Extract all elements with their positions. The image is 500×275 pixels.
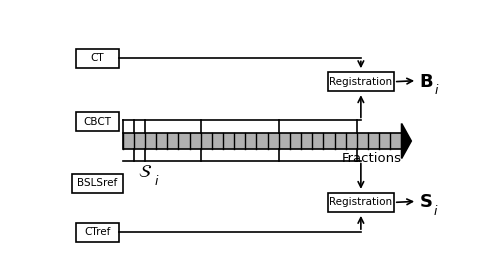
Bar: [328, 193, 394, 212]
Text: CTref: CTref: [84, 227, 110, 237]
Text: $\mathbf{B}$: $\mathbf{B}$: [419, 73, 434, 91]
Bar: [328, 72, 394, 91]
Text: Fractions: Fractions: [342, 153, 402, 166]
Bar: [122, 133, 402, 149]
Bar: [76, 222, 118, 241]
Text: BSLSref: BSLSref: [77, 178, 118, 188]
Text: Registration: Registration: [330, 197, 392, 207]
Text: $\mathbf{S}$: $\mathbf{S}$: [419, 193, 432, 211]
Text: Registration: Registration: [330, 77, 392, 87]
Text: $i$: $i$: [434, 83, 439, 97]
Text: $\mathcal{S}$: $\mathcal{S}$: [138, 163, 152, 181]
Polygon shape: [402, 123, 411, 158]
Text: CT: CT: [90, 53, 104, 64]
Bar: [72, 174, 122, 193]
Text: $i$: $i$: [432, 204, 438, 218]
Text: $i$: $i$: [154, 174, 159, 188]
Bar: [76, 112, 118, 131]
Bar: [76, 49, 118, 68]
Text: CBCT: CBCT: [84, 117, 112, 127]
